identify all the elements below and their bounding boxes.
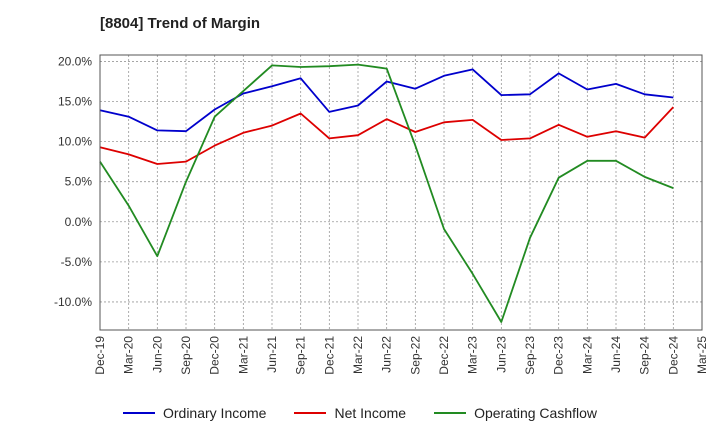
x-tick-label: Sep-20 bbox=[179, 336, 193, 375]
x-tick-label: Sep-23 bbox=[523, 336, 537, 375]
y-tick-label: 10.0% bbox=[58, 135, 92, 149]
legend-label-ordinary-income: Ordinary Income bbox=[162, 405, 267, 421]
x-tick-label: Dec-23 bbox=[552, 336, 566, 375]
x-tick-label: Sep-24 bbox=[638, 336, 652, 375]
y-tick-label: -5.0% bbox=[61, 255, 93, 269]
legend-item-operating-cashflow: Operating Cashflow bbox=[434, 405, 597, 421]
y-tick-label: 5.0% bbox=[65, 175, 93, 189]
y-tick-label: -10.0% bbox=[54, 295, 92, 309]
plot-border bbox=[99, 54, 703, 331]
legend-swatch-ordinary-income bbox=[122, 412, 155, 414]
legend-label-operating-cashflow: Operating Cashflow bbox=[474, 405, 598, 421]
legend: Ordinary Income Net Income Operating Cas… bbox=[0, 405, 720, 421]
x-tick-label: Jun-20 bbox=[150, 336, 164, 373]
x-tick-label: Sep-22 bbox=[408, 336, 422, 375]
x-tick-label: Mar-22 bbox=[351, 336, 365, 374]
x-tick-label: Jun-21 bbox=[265, 336, 279, 373]
series-line-operating-cashflow bbox=[99, 63, 674, 323]
legend-swatch-net-income bbox=[294, 412, 327, 414]
x-tick-label: Mar-20 bbox=[122, 336, 136, 374]
y-axis: 20.0% 15.0% 10.0% 5.0% 0.0% -5.0% -10.0% bbox=[54, 54, 92, 309]
x-tick-label: Sep-21 bbox=[294, 336, 308, 375]
y-tick-label: 20.0% bbox=[58, 54, 92, 68]
x-tick-label: Mar-23 bbox=[466, 336, 480, 374]
x-tick-label: Dec-21 bbox=[322, 336, 336, 375]
grid bbox=[100, 55, 702, 330]
x-tick-label: Mar-25 bbox=[695, 336, 709, 374]
x-tick-label: Jun-22 bbox=[380, 336, 394, 373]
x-tick-label: Jun-23 bbox=[494, 336, 508, 373]
y-tick-label: 0.0% bbox=[65, 215, 93, 229]
chart-title: [8804] Trend of Margin bbox=[100, 15, 261, 32]
x-tick-label: Dec-22 bbox=[437, 336, 451, 375]
series-line-ordinary-income bbox=[99, 68, 674, 133]
x-tick-label: Dec-19 bbox=[93, 336, 107, 375]
x-tick-label: Dec-20 bbox=[208, 336, 222, 375]
legend-swatch-operating-cashflow bbox=[434, 412, 467, 414]
series-line-net-income bbox=[99, 106, 674, 165]
y-tick-label: 15.0% bbox=[58, 95, 92, 109]
legend-item-ordinary-income: Ordinary Income bbox=[122, 405, 267, 421]
x-axis: Dec-19 Mar-20 Jun-20 Sep-20 Dec-20 Mar-21 Jun-… bbox=[93, 336, 709, 375]
x-tick-label: Mar-24 bbox=[580, 336, 594, 374]
plot-area bbox=[100, 55, 702, 330]
series-lines bbox=[99, 63, 674, 323]
legend-item-net-income: Net Income bbox=[294, 405, 406, 421]
x-tick-label: Mar-21 bbox=[236, 336, 250, 374]
x-tick-label: Dec-24 bbox=[666, 336, 680, 375]
x-tick-label: Jun-24 bbox=[609, 336, 623, 373]
legend-label-net-income: Net Income bbox=[334, 405, 407, 421]
